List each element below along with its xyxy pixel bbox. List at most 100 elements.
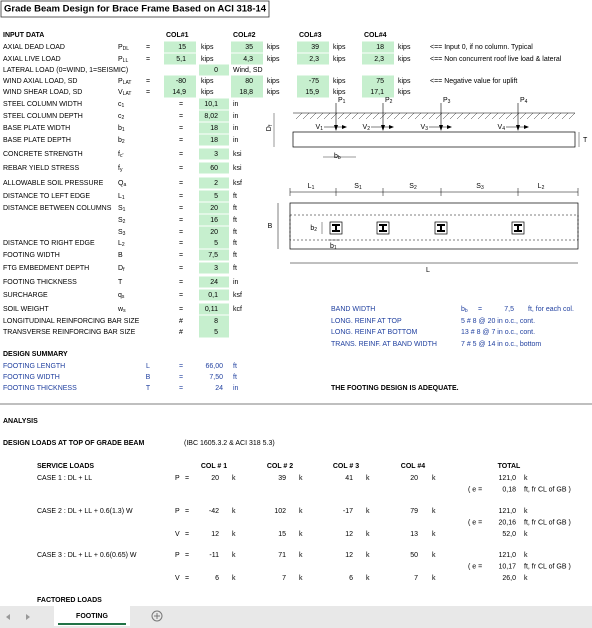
case-name: CASE 2 : DL + LL + 0.6(1.3) W <box>37 508 133 515</box>
input-value: 0 <box>214 67 218 74</box>
input-cell <box>199 64 229 76</box>
input-cell <box>362 41 394 53</box>
input-label: AXIAL DEAD LOAD <box>3 44 65 51</box>
load-label: P1 <box>338 97 346 105</box>
hatch <box>463 112 471 120</box>
input-unit: in <box>233 279 239 286</box>
input-unit: ft <box>233 252 237 259</box>
analysis-header: TOTAL <box>498 463 521 470</box>
input-eq: = <box>179 217 183 224</box>
load-label-sub: 3 <box>448 99 451 105</box>
load-value: 20 <box>211 475 219 482</box>
span-label-sub: 3 <box>481 185 484 191</box>
hatch <box>519 112 527 120</box>
input-symbol: PDL <box>118 44 129 52</box>
span-label-sub: 2 <box>414 185 417 191</box>
input-cell <box>199 177 229 189</box>
input-cell <box>199 110 229 122</box>
input-symbol: S2 <box>118 217 126 225</box>
input-cell <box>199 262 229 274</box>
input-unit: in <box>233 125 239 132</box>
input-symbol-base: P <box>118 78 123 85</box>
load-value: 15 <box>278 531 286 538</box>
input-label: LATERAL LOAD (0=WIND, 1=SEISMIC) <box>3 67 128 74</box>
scroll-right[interactable] <box>26 614 30 620</box>
load-unit: k <box>232 508 236 515</box>
sheet-tab[interactable] <box>54 606 130 626</box>
input-cell <box>199 134 229 146</box>
load-eq: = <box>185 508 189 515</box>
input-cell <box>164 53 196 65</box>
input-eq: = <box>179 113 183 120</box>
input-value: 8 <box>214 318 218 325</box>
input-label: FOOTING WIDTH <box>3 252 60 259</box>
hatch <box>309 112 317 120</box>
input-label: ALLOWABLE SOIL PRESSURE <box>3 180 104 187</box>
width-label: B <box>268 223 273 230</box>
input-eq: = <box>179 180 183 187</box>
ecc-value: 10,17 <box>498 563 516 570</box>
load-value: 12 <box>345 552 353 559</box>
input-eq: = <box>179 125 183 132</box>
input-symbol: B <box>118 252 123 259</box>
input-symbol: c2 <box>118 113 125 121</box>
input-value: 10,1 <box>204 101 218 108</box>
shear-label-sub: 2 <box>367 126 370 132</box>
input-eq: = <box>179 205 183 212</box>
input-unit: kips <box>398 89 411 96</box>
span-label-sub: 1 <box>312 185 315 191</box>
input-symbol-base: c <box>118 101 122 108</box>
input-cell <box>199 315 229 327</box>
hatch <box>344 112 352 120</box>
input-unit: kips <box>398 78 411 85</box>
load-unit: k <box>232 575 236 582</box>
summary-symbol: B <box>146 374 151 381</box>
span-label: S2 <box>409 183 417 191</box>
load-value: 71 <box>278 552 286 559</box>
input-value: 16 <box>210 217 218 224</box>
load-unit: k <box>299 552 303 559</box>
arrow-head <box>342 125 347 129</box>
input-symbol-sub: DL <box>123 46 130 52</box>
input-value: 5,1 <box>176 56 186 63</box>
input-unit: kips <box>333 78 346 85</box>
input-value: 15,9 <box>305 89 319 96</box>
input-eq: # <box>179 329 183 336</box>
load-unit: k <box>366 552 370 559</box>
hatch <box>533 112 541 120</box>
shear-label: V3 <box>421 124 429 132</box>
input-eq: = <box>146 56 150 63</box>
hatch <box>372 112 380 120</box>
input-unit: in <box>233 101 239 108</box>
footing-plan <box>289 202 579 250</box>
input-symbol: fy <box>118 165 123 173</box>
shear-label: V4 <box>498 124 506 132</box>
input-symbol-base: b <box>118 137 122 144</box>
input-symbol-base: P <box>118 56 123 63</box>
input-symbol: PLL <box>118 56 128 64</box>
input-unit: kips <box>201 56 214 63</box>
load-label-base: P <box>385 97 390 104</box>
input-value: -80 <box>176 78 186 85</box>
input-label: WIND AXIAL LOAD, SD <box>3 78 77 85</box>
span-label: L1 <box>308 183 315 191</box>
total-unit: k <box>524 575 528 582</box>
input-unit: ksi <box>233 165 242 172</box>
band-label-sub: b <box>338 155 341 161</box>
scroll-left[interactable] <box>6 614 10 620</box>
add-sheet[interactable] <box>151 610 163 622</box>
input-cell <box>362 53 394 65</box>
column <box>332 224 340 232</box>
input-symbol-base: S <box>118 229 123 236</box>
input-value: 18,8 <box>239 89 253 96</box>
input-symbol-base: L <box>118 193 122 200</box>
total-value: 52,0 <box>502 531 516 538</box>
width-label-base: B <box>268 223 273 230</box>
input-value: -75 <box>309 78 319 85</box>
input-value: 3 <box>214 265 218 272</box>
length-label: L <box>426 267 430 274</box>
input-unit: in <box>233 113 239 120</box>
ecc-label: ( e = <box>468 486 482 493</box>
